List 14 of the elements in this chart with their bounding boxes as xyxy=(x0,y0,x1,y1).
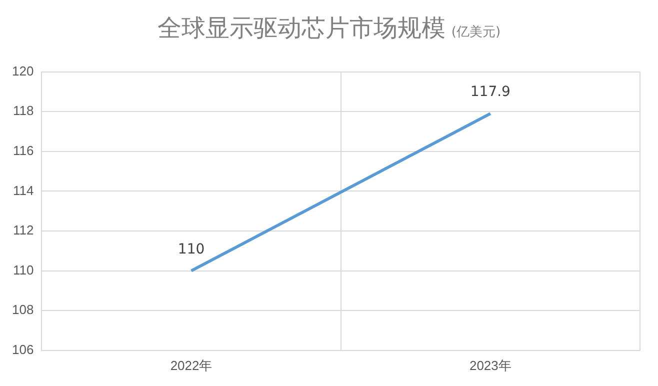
chart-title: 全球显示驱动芯片市场规模 xyxy=(157,14,446,42)
data-label: 110 xyxy=(178,241,205,258)
y-tick-label: 114 xyxy=(12,182,34,198)
x-tick-label: 2022年 xyxy=(170,358,212,373)
data-label: 117.9 xyxy=(470,84,510,100)
chart-subtitle: (亿美元) xyxy=(451,25,501,40)
y-tick-label: 108 xyxy=(12,302,34,318)
y-tick-label: 116 xyxy=(12,142,34,158)
y-tick-label: 106 xyxy=(12,342,34,357)
x-tick-label: 2023年 xyxy=(469,358,512,373)
y-tick-label: 120 xyxy=(12,63,34,78)
y-tick-label: 118 xyxy=(12,103,34,118)
y-tick-label: 112 xyxy=(12,222,34,238)
y-tick-label: 110 xyxy=(12,262,34,278)
